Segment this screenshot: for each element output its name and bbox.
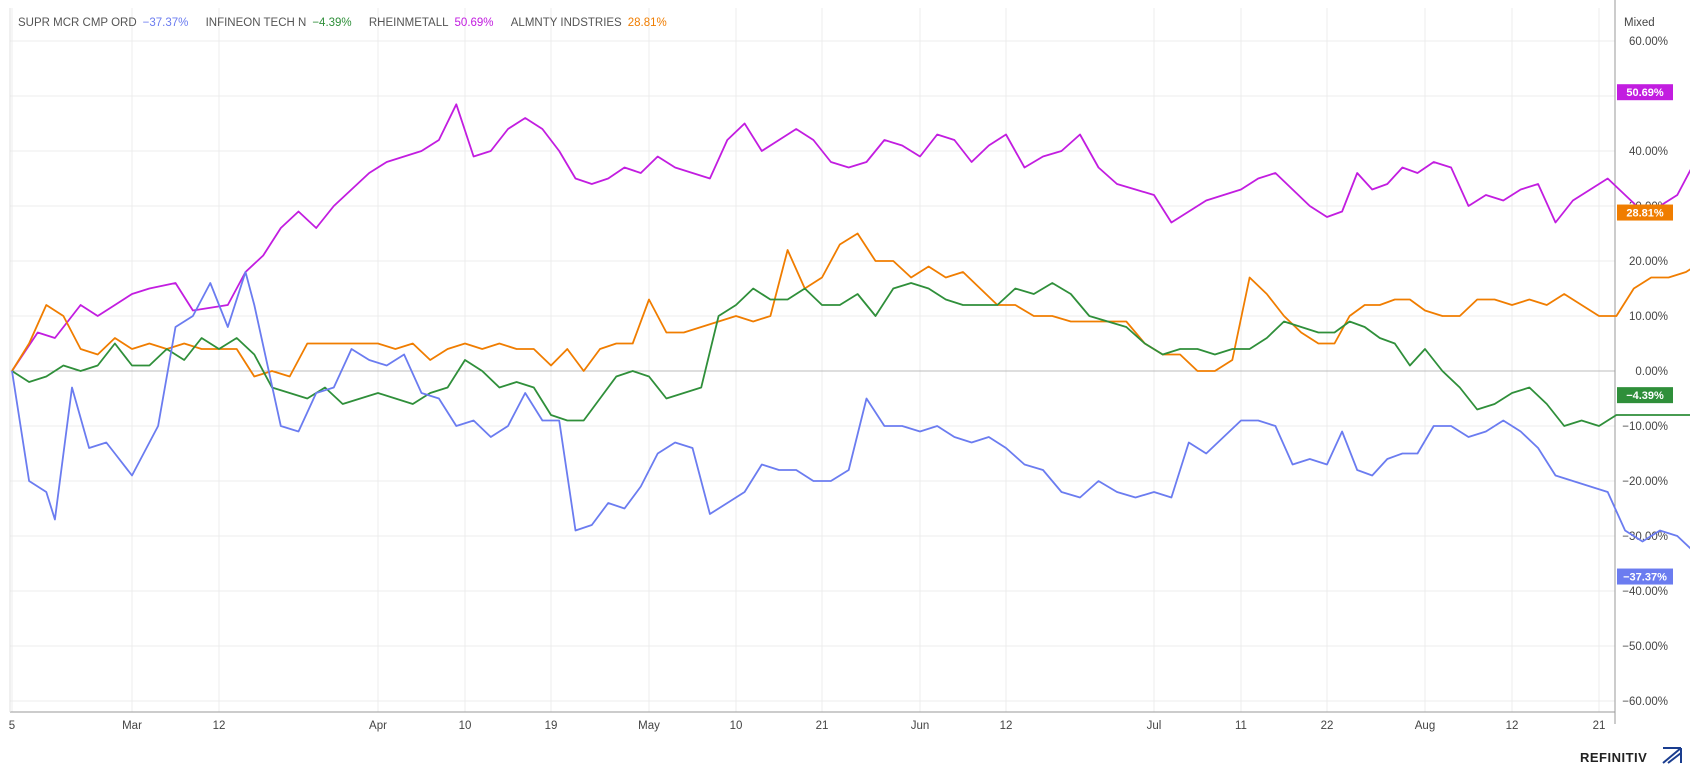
- legend-item-infineon[interactable]: INFINEON TECH N −4.39%: [206, 17, 355, 29]
- y-tick-label: 0.00%: [1635, 366, 1668, 378]
- last-value-label: −37.37%: [1623, 572, 1667, 584]
- legend-name: SUPR MCR CMP ORD: [18, 17, 137, 29]
- x-tick-label: 19: [545, 720, 558, 732]
- x-tick-label: Mar: [122, 720, 142, 732]
- x-tick-label: Apr: [369, 720, 387, 732]
- y-tick-label: 60.00%: [1629, 36, 1668, 48]
- legend: SUPR MCR CMP ORD −37.37% INFINEON TECH N −…: [18, 17, 681, 29]
- y-tick-label: −40.00%: [1622, 586, 1668, 598]
- last-value-badge: [1617, 204, 1673, 221]
- legend-name: RHEINMETALL: [368, 17, 449, 29]
- legend-value: −37.37%: [142, 17, 189, 29]
- y-tick-label: −20.00%: [1622, 476, 1668, 488]
- last-value-label: 28.81%: [1626, 208, 1664, 220]
- x-tick-label: 10: [730, 720, 743, 732]
- legend-name: ALMNTY INDSTRIES: [510, 17, 622, 29]
- legend-value: 28.81%: [627, 17, 667, 29]
- y-tick-label: −30.00%: [1622, 531, 1668, 543]
- series-line-almnty-indstries[interactable]: [11, 213, 1690, 378]
- x-tick-label: 11: [1235, 720, 1247, 732]
- x-tick-label: 10: [459, 720, 472, 732]
- y-tick-label: 10.00%: [1629, 311, 1668, 323]
- legend-name: INFINEON TECH N: [205, 17, 307, 29]
- x-tick-label: 5: [9, 720, 15, 732]
- x-tick-label: May: [638, 720, 660, 732]
- x-tick-label: 22: [1321, 720, 1334, 732]
- y-tick-label: −10.00%: [1622, 421, 1668, 433]
- y-tick-label: −60.00%: [1622, 696, 1668, 708]
- series-line-rheinmetall[interactable]: [11, 91, 1690, 372]
- brand-label: REFINITIV: [1580, 750, 1648, 765]
- x-tick-label: Jun: [911, 720, 930, 732]
- x-tick-label: 12: [1000, 720, 1013, 732]
- last-value-label: −4.39%: [1626, 390, 1664, 402]
- last-value-label: 50.69%: [1626, 87, 1664, 99]
- x-tick-label: 12: [1506, 720, 1519, 732]
- last-value-badge: [1617, 84, 1673, 101]
- legend-value: 50.69%: [454, 17, 494, 29]
- x-tick-label: Jul: [1147, 720, 1162, 732]
- x-tick-label: 12: [213, 720, 226, 732]
- last-value-badge: [1617, 568, 1673, 585]
- legend-item-rheinmetall[interactable]: RHEINMETALL 50.69%: [369, 17, 497, 29]
- series-line-supr-mcr-cmp-ord[interactable]: [11, 271, 1690, 646]
- refinitiv-logo-icon: [1662, 747, 1682, 764]
- legend-item-supr-mcr[interactable]: SUPR MCR CMP ORD −37.37%: [18, 17, 192, 29]
- y-tick-label: 20.00%: [1629, 256, 1668, 268]
- x-tick-label: 21: [816, 720, 829, 732]
- legend-value: −4.39%: [312, 17, 352, 29]
- legend-item-almnty[interactable]: ALMNTY INDSTRIES 28.81%: [511, 17, 667, 29]
- x-tick-label: 21: [1593, 720, 1606, 732]
- x-tick-label: Aug: [1415, 720, 1435, 732]
- y-tick-label: −50.00%: [1622, 641, 1668, 653]
- series-line-infineon-tech-n[interactable]: [11, 282, 1690, 427]
- scale-mode-label[interactable]: Mixed: [1624, 17, 1655, 29]
- y-tick-label: 40.00%: [1629, 146, 1668, 158]
- last-value-badge: [1617, 387, 1673, 404]
